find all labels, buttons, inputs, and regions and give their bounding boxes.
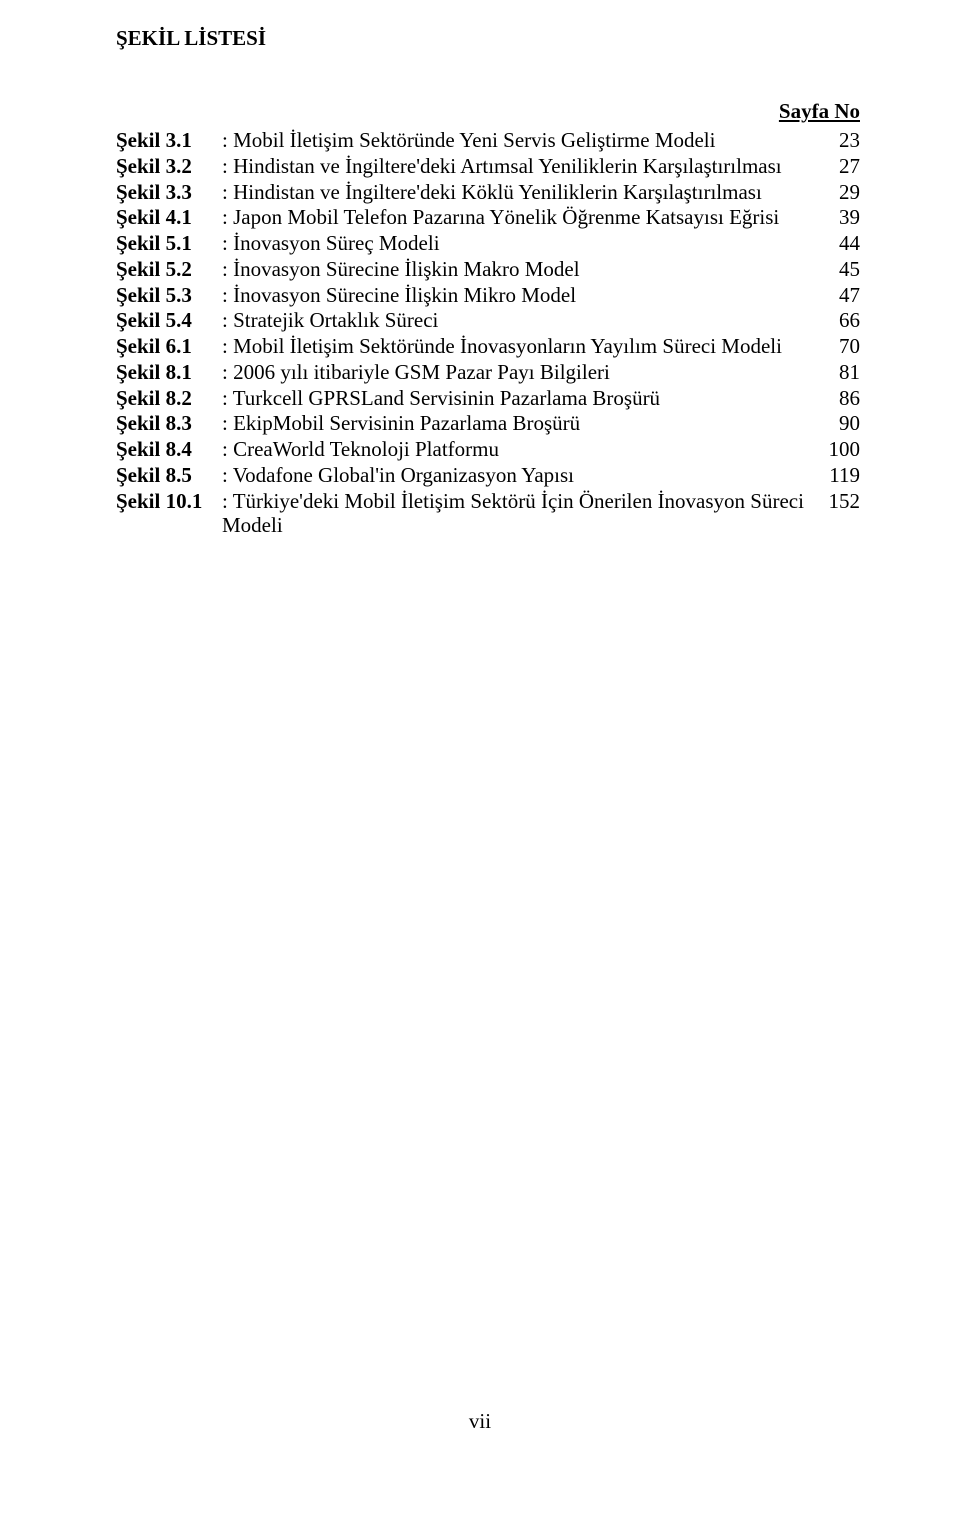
figure-label: Şekil 8.5 [116,463,222,488]
figure-description: : Mobil İletişim Sektöründe İnovasyonlar… [222,334,820,359]
figure-label: Şekil 10.1 [116,489,222,514]
figure-description: : Mobil İletişim Sektöründe Yeni Servis … [222,128,820,153]
figure-page-number: 45 [820,257,860,282]
figure-label: Şekil 8.2 [116,386,222,411]
figure-description: : 2006 yılı itibariyle GSM Pazar Payı Bi… [222,360,820,385]
page-container: ŞEKİL LİSTESİ Sayfa No Şekil 3.1: Mobil … [0,0,960,538]
page-number-header: Sayfa No [116,99,860,124]
figure-label: Şekil 3.1 [116,128,222,153]
figure-page-number: 90 [820,411,860,436]
figure-entry: Şekil 6.1: Mobil İletişim Sektöründe İno… [116,334,860,359]
figure-description: : Turkcell GPRSLand Servisinin Pazarlama… [222,386,820,411]
page-title: ŞEKİL LİSTESİ [116,26,860,51]
figure-description: : İnovasyon Süreç Modeli [222,231,820,256]
figure-entry: Şekil 3.1: Mobil İletişim Sektöründe Yen… [116,128,860,153]
figure-entry: Şekil 8.2: Turkcell GPRSLand Servisinin … [116,386,860,411]
figure-page-number: 152 [820,489,860,514]
figure-description: : EkipMobil Servisinin Pazarlama Broşürü [222,411,820,436]
figure-label: Şekil 8.4 [116,437,222,462]
figure-page-number: 27 [820,154,860,179]
figure-description: : Türkiye'deki Mobil İletişim Sektörü İç… [222,489,820,539]
figure-entry: Şekil 8.5: Vodafone Global'in Organizasy… [116,463,860,488]
figure-label: Şekil 5.2 [116,257,222,282]
figure-entry: Şekil 8.4: CreaWorld Teknoloji Platformu… [116,437,860,462]
figure-label: Şekil 5.3 [116,283,222,308]
figure-label: Şekil 3.2 [116,154,222,179]
figure-page-number: 66 [820,308,860,333]
figure-label: Şekil 8.1 [116,360,222,385]
figure-entry: Şekil 8.1: 2006 yılı itibariyle GSM Paza… [116,360,860,385]
figure-label: Şekil 3.3 [116,180,222,205]
page-footer: vii [0,1409,960,1434]
figure-description: : CreaWorld Teknoloji Platformu [222,437,820,462]
figure-entry: Şekil 5.2: İnovasyon Sürecine İlişkin Ma… [116,257,860,282]
figure-entry: Şekil 5.1: İnovasyon Süreç Modeli44 [116,231,860,256]
figure-page-number: 39 [820,205,860,230]
figure-description: : Japon Mobil Telefon Pazarına Yönelik Ö… [222,205,820,230]
figure-page-number: 44 [820,231,860,256]
figure-description: : Hindistan ve İngiltere'deki Köklü Yeni… [222,180,820,205]
figure-label: Şekil 5.1 [116,231,222,256]
figure-page-number: 29 [820,180,860,205]
figure-label: Şekil 6.1 [116,334,222,359]
figure-description: : İnovasyon Sürecine İlişkin Mikro Model [222,283,820,308]
figure-entry: Şekil 8.3: EkipMobil Servisinin Pazarlam… [116,411,860,436]
figure-page-number: 70 [820,334,860,359]
figure-page-number: 23 [820,128,860,153]
figure-list: Şekil 3.1: Mobil İletişim Sektöründe Yen… [116,128,860,538]
figure-description: : İnovasyon Sürecine İlişkin Makro Model [222,257,820,282]
figure-page-number: 81 [820,360,860,385]
figure-entry: Şekil 5.3: İnovasyon Sürecine İlişkin Mi… [116,283,860,308]
figure-description: : Vodafone Global'in Organizasyon Yapısı [222,463,820,488]
figure-description: : Stratejik Ortaklık Süreci [222,308,820,333]
figure-page-number: 86 [820,386,860,411]
figure-label: Şekil 4.1 [116,205,222,230]
figure-page-number: 100 [820,437,860,462]
figure-page-number: 119 [820,463,860,488]
figure-entry: Şekil 5.4: Stratejik Ortaklık Süreci66 [116,308,860,333]
figure-page-number: 47 [820,283,860,308]
figure-entry: Şekil 4.1: Japon Mobil Telefon Pazarına … [116,205,860,230]
figure-label: Şekil 8.3 [116,411,222,436]
figure-description: : Hindistan ve İngiltere'deki Artımsal Y… [222,154,820,179]
figure-label: Şekil 5.4 [116,308,222,333]
figure-entry: Şekil 10.1: Türkiye'deki Mobil İletişim … [116,489,860,539]
figure-entry: Şekil 3.3: Hindistan ve İngiltere'deki K… [116,180,860,205]
figure-entry: Şekil 3.2: Hindistan ve İngiltere'deki A… [116,154,860,179]
